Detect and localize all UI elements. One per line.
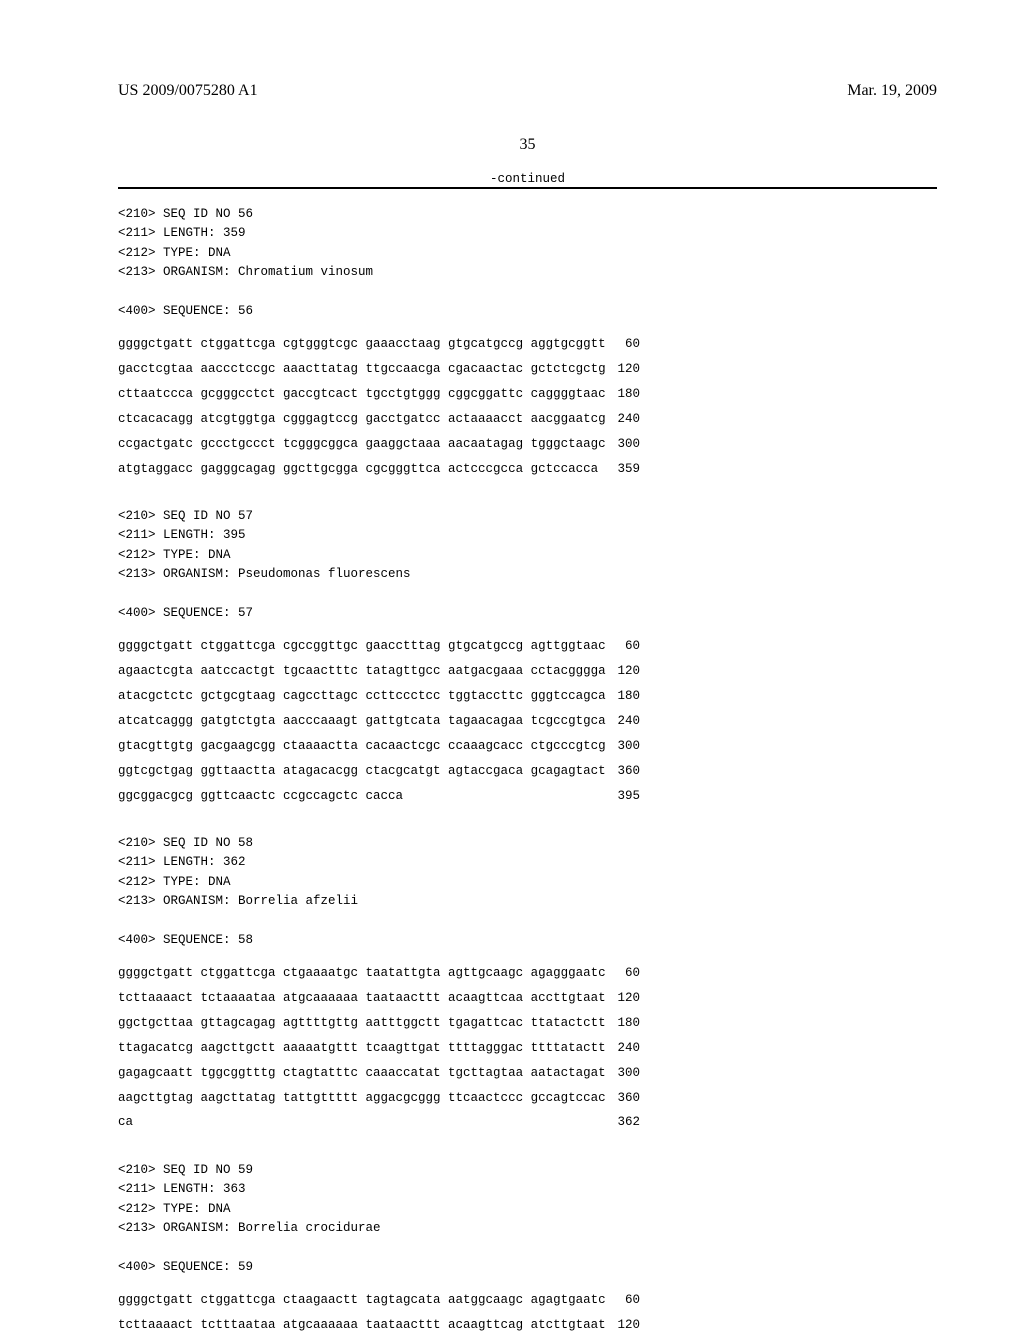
sequence-row: ggtcgctgag ggttaactta atagacacgg ctacgca… <box>118 762 640 781</box>
sequence-text: atgtaggacc gagggcagag ggcttgcgga cgcgggt… <box>118 460 598 479</box>
sequence-content: ggggctgatt ctggattcga ctaagaactt tagtagc… <box>118 1291 640 1335</box>
sequence-meta: <210> SEQ ID NO 56 <211> LENGTH: 359 <21… <box>118 205 937 321</box>
sequence-meta: <210> SEQ ID NO 57 <211> LENGTH: 395 <21… <box>118 507 937 623</box>
sequence-block: <210> SEQ ID NO 57 <211> LENGTH: 395 <21… <box>118 507 937 806</box>
sequence-text: ggctgcttaa gttagcagag agttttgttg aatttgg… <box>118 1014 606 1033</box>
page-header: US 2009/0075280 A1 Mar. 19, 2009 <box>118 82 937 100</box>
sequence-position: 360 <box>606 1089 640 1108</box>
sequence-row: ttagacatcg aagcttgctt aaaaatgttt tcaagtt… <box>118 1039 640 1058</box>
sequence-row: ccgactgatc gccctgccct tcgggcggca gaaggct… <box>118 435 640 454</box>
sequence-text: ca <box>118 1113 133 1132</box>
sequence-row: gagagcaatt tggcggtttg ctagtatttc caaacca… <box>118 1064 640 1083</box>
sequence-row: ggggctgatt ctggattcga cgccggttgc gaacctt… <box>118 637 640 656</box>
continued-label: -continued <box>118 172 937 186</box>
sequence-content: ggggctgatt ctggattcga ctgaaaatgc taatatt… <box>118 964 640 1133</box>
sequence-block: <210> SEQ ID NO 58 <211> LENGTH: 362 <21… <box>118 834 937 1133</box>
sequence-text: gacctcgtaa aaccctccgc aaacttatag ttgccaa… <box>118 360 606 379</box>
sequence-text: aagcttgtag aagcttatag tattgttttt aggacgc… <box>118 1089 606 1108</box>
sequence-row: tcttaaaact tctttaataa atgcaaaaaa taataac… <box>118 1316 640 1335</box>
sequence-row: gacctcgtaa aaccctccgc aaacttatag ttgccaa… <box>118 360 640 379</box>
sequence-row: atgtaggacc gagggcagag ggcttgcgga cgcgggt… <box>118 460 640 479</box>
sequence-text: ggggctgatt ctggattcga ctaagaactt tagtagc… <box>118 1291 606 1310</box>
sequence-text: ccgactgatc gccctgccct tcgggcggca gaaggct… <box>118 435 606 454</box>
sequence-row: ggcggacgcg ggttcaactc ccgccagctc cacca 39… <box>118 787 640 806</box>
page-number: 35 <box>118 136 937 154</box>
sequence-content: ggggctgatt ctggattcga cgtgggtcgc gaaacct… <box>118 335 640 479</box>
sequence-text: ggggctgatt ctggattcga ctgaaaatgc taatatt… <box>118 964 606 983</box>
sequence-row: tcttaaaact tctaaaataa atgcaaaaaa taataac… <box>118 989 640 1008</box>
sequence-text: atacgctctc gctgcgtaag cagccttagc ccttccc… <box>118 687 606 706</box>
sequence-position: 60 <box>606 637 640 656</box>
sequence-row: cttaatccca gcgggcctct gaccgtcact tgcctgt… <box>118 385 640 404</box>
sequence-block: <210> SEQ ID NO 59 <211> LENGTH: 363 <21… <box>118 1161 937 1335</box>
sequence-position: 362 <box>600 1113 640 1132</box>
sequence-text: ctcacacagg atcgtggtga cgggagtccg gacctga… <box>118 410 606 429</box>
sequence-text: ggtcgctgag ggttaactta atagacacgg ctacgca… <box>118 762 606 781</box>
sequence-row: agaactcgta aatccactgt tgcaactttc tatagtt… <box>118 662 640 681</box>
sequence-position: 60 <box>606 1291 640 1310</box>
sequence-row: ca 362 <box>118 1113 640 1132</box>
sequence-text: agaactcgta aatccactgt tgcaactttc tatagtt… <box>118 662 606 681</box>
sequence-position: 300 <box>606 435 640 454</box>
sequence-position: 240 <box>606 410 640 429</box>
sequence-row: ggctgcttaa gttagcagag agttttgttg aatttgg… <box>118 1014 640 1033</box>
sequence-meta: <210> SEQ ID NO 59 <211> LENGTH: 363 <21… <box>118 1161 937 1277</box>
sequence-row: atacgctctc gctgcgtaag cagccttagc ccttccc… <box>118 687 640 706</box>
sequence-text: ggggctgatt ctggattcga cgccggttgc gaacctt… <box>118 637 606 656</box>
patent-number: US 2009/0075280 A1 <box>118 82 258 100</box>
patent-date: Mar. 19, 2009 <box>847 82 937 100</box>
sequence-position: 359 <box>600 460 640 479</box>
sequence-position: 360 <box>606 762 640 781</box>
sequence-position: 300 <box>606 737 640 756</box>
sequence-position: 120 <box>606 360 640 379</box>
sequence-position: 120 <box>606 662 640 681</box>
sequence-position: 120 <box>606 989 640 1008</box>
sequence-position: 240 <box>606 712 640 731</box>
sequence-row: ggggctgatt ctggattcga ctgaaaatgc taatatt… <box>118 964 640 983</box>
sequence-row: atcatcaggg gatgtctgta aacccaaagt gattgtc… <box>118 712 640 731</box>
sequence-position: 60 <box>606 335 640 354</box>
sequence-position: 60 <box>606 964 640 983</box>
sequence-text: tcttaaaact tctaaaataa atgcaaaaaa taataac… <box>118 989 606 1008</box>
separator-line <box>118 187 937 189</box>
sequence-text: ggggctgatt ctggattcga cgtgggtcgc gaaacct… <box>118 335 606 354</box>
sequence-text: ttagacatcg aagcttgctt aaaaatgttt tcaagtt… <box>118 1039 606 1058</box>
sequence-content: ggggctgatt ctggattcga cgccggttgc gaacctt… <box>118 637 640 806</box>
sequence-text: atcatcaggg gatgtctgta aacccaaagt gattgtc… <box>118 712 606 731</box>
sequence-row: ctcacacagg atcgtggtga cgggagtccg gacctga… <box>118 410 640 429</box>
sequence-position: 120 <box>606 1316 640 1335</box>
sequence-row: ggggctgatt ctggattcga cgtgggtcgc gaaacct… <box>118 335 640 354</box>
sequence-position: 240 <box>606 1039 640 1058</box>
sequence-row: aagcttgtag aagcttatag tattgttttt aggacgc… <box>118 1089 640 1108</box>
sequence-text: ggcggacgcg ggttcaactc ccgccagctc cacca <box>118 787 403 806</box>
sequence-position: 300 <box>606 1064 640 1083</box>
sequence-position: 395 <box>600 787 640 806</box>
sequence-row: gtacgttgtg gacgaagcgg ctaaaactta cacaact… <box>118 737 640 756</box>
sequence-meta: <210> SEQ ID NO 58 <211> LENGTH: 362 <21… <box>118 834 937 950</box>
sequence-text: gtacgttgtg gacgaagcgg ctaaaactta cacaact… <box>118 737 606 756</box>
sequence-text: tcttaaaact tctttaataa atgcaaaaaa taataac… <box>118 1316 606 1335</box>
sequence-position: 180 <box>606 1014 640 1033</box>
sequence-text: gagagcaatt tggcggtttg ctagtatttc caaacca… <box>118 1064 606 1083</box>
sequence-text: cttaatccca gcgggcctct gaccgtcact tgcctgt… <box>118 385 606 404</box>
sequence-block: <210> SEQ ID NO 56 <211> LENGTH: 359 <21… <box>118 205 937 479</box>
sequence-position: 180 <box>606 385 640 404</box>
sequence-position: 180 <box>606 687 640 706</box>
sequence-row: ggggctgatt ctggattcga ctaagaactt tagtagc… <box>118 1291 640 1310</box>
